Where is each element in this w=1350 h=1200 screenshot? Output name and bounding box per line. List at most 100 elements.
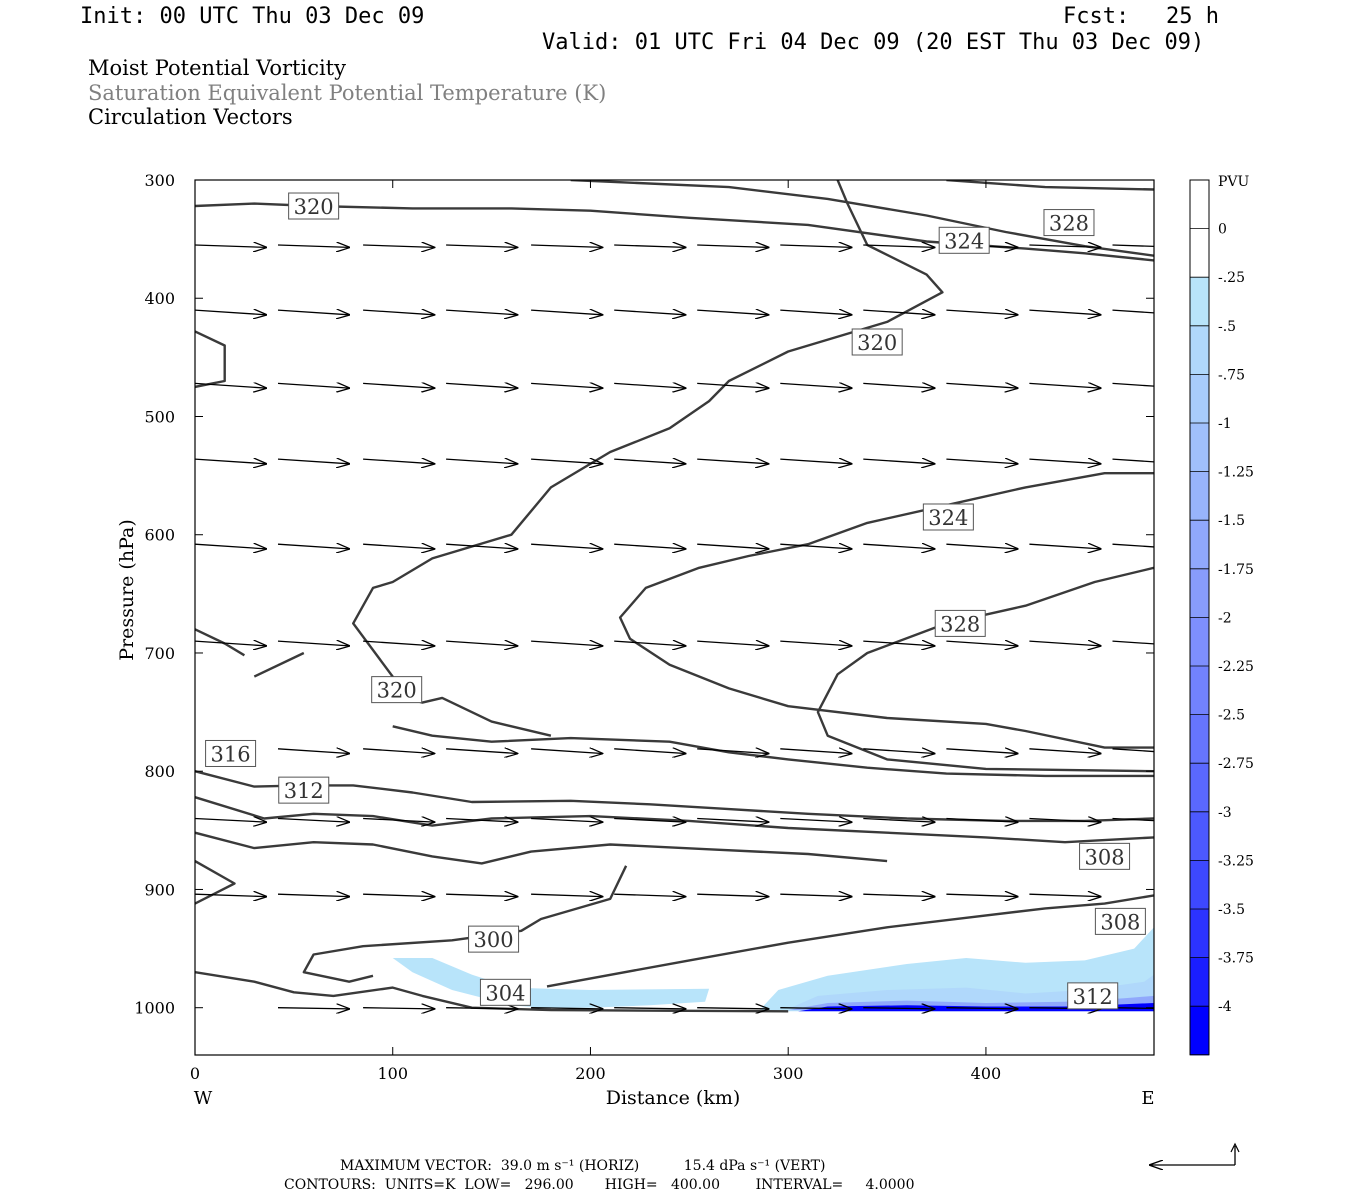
contour-label-box [288, 192, 340, 220]
circulation-vector [277, 819, 349, 823]
contour-info: CONTOURS: UNITS=K LOW= 296.00 HIGH= 400.… [284, 1177, 915, 1193]
max-vector-note: MAXIMUM VECTOR: 39.0 m s⁻¹ (HORIZ) 15.4 … [340, 1158, 826, 1174]
contour-label: 312 [284, 779, 324, 803]
contour-label: 312 [1073, 985, 1113, 1009]
contour-label: 300 [474, 928, 514, 952]
circulation-vector [446, 459, 517, 464]
colorbar-label: -1.5 [1218, 513, 1245, 529]
circulation-vector [780, 641, 851, 646]
circulation-vector [531, 459, 602, 464]
pv-shade-region [758, 927, 1154, 1012]
circulation-vector [277, 749, 349, 754]
contour-label-box [205, 739, 257, 767]
y-tick-label: 300 [144, 171, 175, 190]
contour-label: 308 [1100, 910, 1140, 934]
colorbar-label: -2.75 [1218, 756, 1254, 772]
circulation-vector [697, 383, 768, 388]
circulation-vector [446, 641, 517, 646]
theta-contour [392, 725, 1154, 778]
circulation-vector [780, 749, 851, 754]
circulation-vector [1029, 383, 1100, 388]
contour-label: 316 [211, 742, 251, 766]
colorbar-label: -.5 [1218, 319, 1236, 335]
colorbar-swatch [1190, 520, 1209, 570]
circulation-vector [363, 310, 434, 315]
colorbar-label: -1 [1218, 416, 1232, 432]
circulation-vector [780, 1008, 851, 1009]
x-tick-label: 0 [190, 1064, 200, 1083]
circulation-vector [780, 544, 851, 549]
colorbar-swatch [1190, 325, 1209, 375]
circulation-vector [363, 894, 434, 896]
circulation-vector [446, 894, 517, 896]
colorbar-swatch [1190, 568, 1209, 618]
theta-contour [195, 971, 789, 1013]
y-tick-label: 900 [144, 880, 175, 899]
colorbar-swatch [1190, 763, 1209, 813]
circulation-vector [195, 544, 266, 549]
circulation-vector [614, 383, 685, 388]
plot-frame [194, 179, 1155, 1056]
circulation-vector [1029, 245, 1100, 247]
contour-label: 320 [294, 195, 334, 219]
pv-shade-region [798, 1003, 1154, 1012]
circulation-vector [531, 894, 602, 896]
circulation-vector [195, 383, 266, 388]
y-tick-label: 600 [144, 526, 175, 545]
circulation-vector [1112, 458, 1154, 463]
contour-label: 324 [944, 229, 984, 253]
circulation-vector [780, 310, 851, 315]
circulation-vector [946, 819, 1017, 823]
circulation-vector [531, 245, 602, 247]
circulation-vector [863, 459, 934, 464]
circulation-vector [363, 1008, 434, 1009]
theta-contours [195, 180, 1154, 1013]
circulation-vector [863, 894, 934, 896]
colorbar: 0 -.25 -.5 -.75 -1 -1.25 -1.5 -1.75 -2 -2.25 -2.5 -… [1189, 174, 1254, 1056]
circulation-vector [363, 819, 434, 823]
theta-contour [195, 796, 1154, 844]
circulation-vector [946, 544, 1017, 549]
y-tick-label: 1000 [134, 999, 175, 1018]
colorbar-swatch [1190, 471, 1209, 521]
colorbar-swatch [1190, 180, 1209, 230]
contour-label-box [851, 328, 903, 356]
colorbar-label: -2.5 [1218, 708, 1245, 724]
contour-label: 320 [857, 331, 897, 355]
circulation-vector [195, 819, 266, 823]
circulation-vector [863, 641, 934, 646]
circulation-vector [863, 544, 934, 549]
circulation-vector [614, 544, 685, 549]
forecast-label: Fcst: [1063, 4, 1130, 29]
colorbar-label: 0 [1218, 222, 1227, 238]
colorbar-label: -2 [1218, 610, 1232, 626]
circulation-vector [697, 894, 768, 896]
circulation-vector [697, 819, 768, 823]
contour-labels: 320 328 324 320 324 328 320 316 312 308 308 300 304 3… [205, 192, 1146, 1010]
circulation-vector [614, 819, 685, 823]
colorbar-label: -3 [1218, 805, 1232, 821]
circulation-vector [697, 749, 768, 754]
circulation-vector [277, 544, 349, 549]
circulation-vector [446, 245, 517, 247]
colorbar-label: -.75 [1218, 367, 1245, 383]
circulation-vector [614, 1008, 685, 1009]
circulation-vector [277, 459, 349, 464]
colorbar-label: -1.75 [1218, 562, 1254, 578]
colorbar-swatch [1190, 617, 1209, 667]
colorbar-label: -4 [1218, 999, 1232, 1015]
circulation-vector [1112, 244, 1154, 248]
x-tick-label: 200 [575, 1064, 606, 1083]
contour-label: 308 [1085, 845, 1125, 869]
circulation-vector [946, 459, 1017, 464]
circulation-vector [363, 459, 434, 464]
contour-label-box [934, 609, 986, 637]
theta-contour [546, 894, 1154, 988]
colorbar-label: -3.5 [1218, 902, 1245, 918]
circulation-vector [780, 819, 851, 823]
colorbar-label: -.25 [1218, 270, 1245, 286]
west-label: W [194, 1088, 213, 1109]
circulation-vector [1112, 640, 1154, 645]
circulation-vector [1112, 382, 1154, 387]
